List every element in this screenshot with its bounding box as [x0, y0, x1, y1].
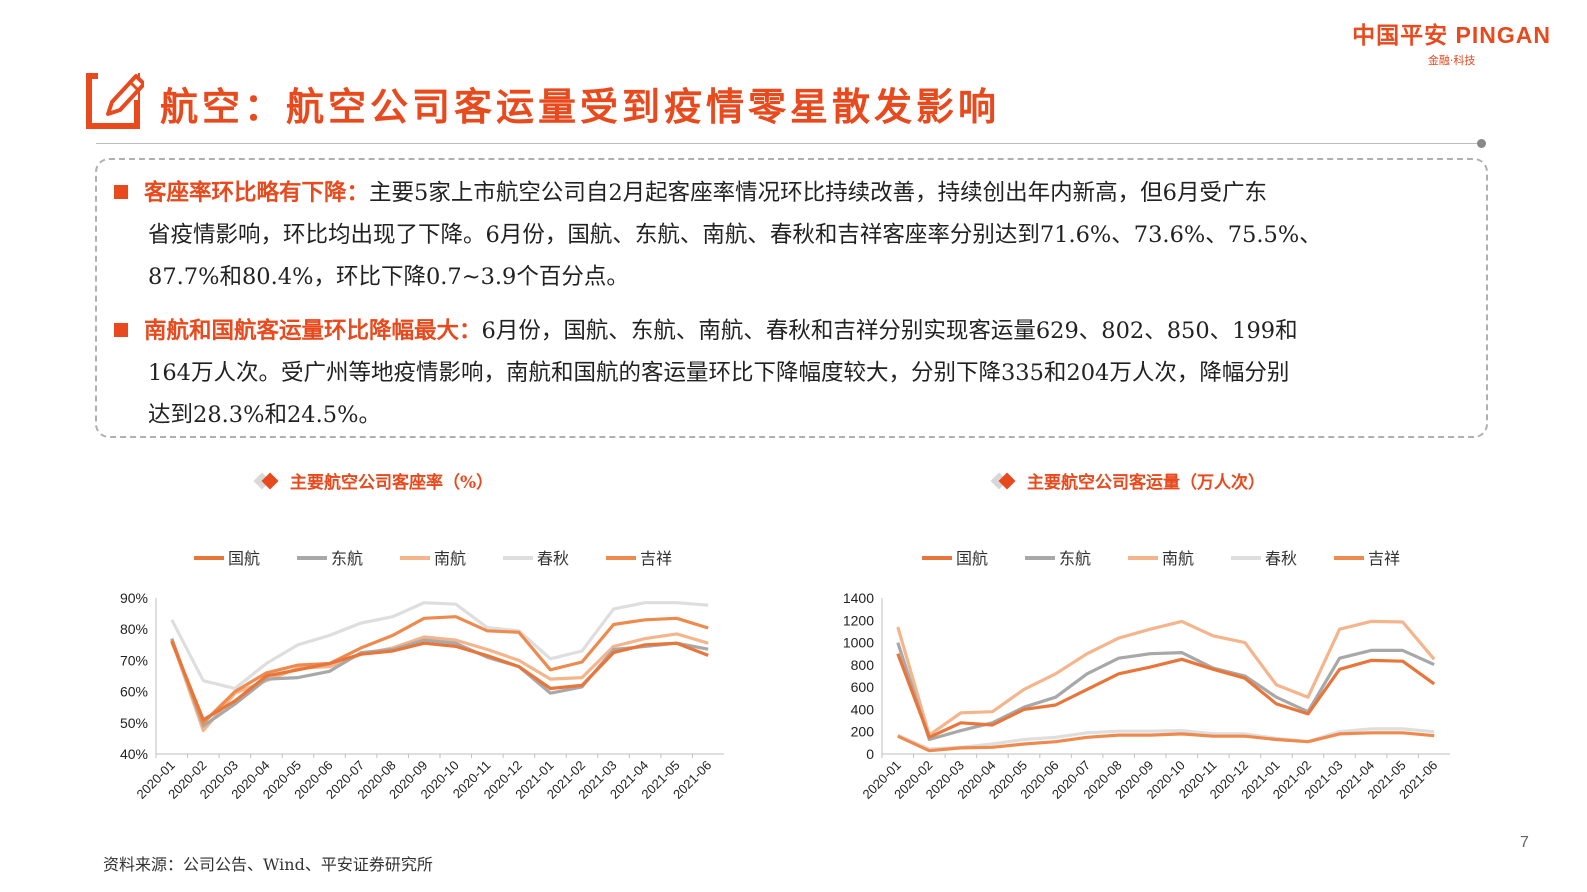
chart-title-load-factor: 主要航空公司客座率（%） — [253, 468, 494, 493]
paragraph-text: 6月份，国航、东航、南航、春秋和吉祥分别实现客运量629、802、850、199… — [481, 318, 1298, 344]
bullet-square-icon — [114, 323, 128, 337]
paragraph-text: 达到28.3%和24.5%。 — [148, 402, 381, 428]
legend-label: 吉祥 — [1368, 549, 1400, 568]
legend-label: 南航 — [1162, 549, 1194, 568]
y-tick-label: 90% — [120, 590, 148, 606]
y-tick-label: 70% — [120, 652, 148, 668]
series-line-春秋 — [170, 601, 709, 691]
chart-title-passenger-volume: 主要航空公司客运量（万人次） — [990, 468, 1265, 493]
paragraph-text: 87.7%和80.4%，环比下降0.7~3.9个百分点。 — [148, 264, 629, 290]
paragraph-load-factor: 客座率环比略有下降：主要5家上市航空公司自2月起客座率情况环比持续改善，持续创出… — [114, 172, 1478, 298]
legend-label: 春秋 — [1265, 549, 1297, 568]
legend-label: 国航 — [956, 549, 988, 568]
y-tick-label: 1000 — [843, 635, 874, 651]
page-title: 航空：航空公司客运量受到疫情零星散发影响 — [160, 84, 1001, 129]
divider-dot — [1477, 139, 1486, 148]
chart-title-text: 主要航空公司客运量（万人次） — [1027, 473, 1265, 493]
load-factor-chart: 国航 东航 南航 春秋 吉祥40%50%60%70%80%90%2020-012020-… — [120, 549, 724, 802]
legend-label: 南航 — [434, 549, 466, 568]
company-logo: 中国平安 PINGAN 金融·科技 — [1352, 16, 1551, 68]
y-tick-label: 400 — [851, 701, 875, 717]
paragraph-text: 164万人次。受广州等地疫情影响，南航和国航的客运量环比下降幅度较大，分别下降3… — [148, 360, 1290, 386]
y-tick-label: 1400 — [843, 590, 874, 606]
page-number: 7 — [1520, 834, 1529, 851]
legend-label: 国航 — [228, 549, 260, 568]
series-line-南航 — [896, 619, 1436, 737]
series-line-吉祥 — [897, 731, 1435, 753]
legend-label: 吉祥 — [640, 549, 672, 568]
legend-label: 春秋 — [537, 549, 569, 568]
paragraph-heading: 客座率环比略有下降： — [144, 180, 370, 206]
series-line-吉祥 — [170, 615, 709, 725]
paragraph-heading: 南航和国航客运量环比降幅最大： — [144, 318, 482, 344]
source-note: 资料来源：公司公告、Wind、平安证券研究所 — [103, 855, 433, 874]
y-tick-label: 800 — [851, 657, 875, 673]
summary-box — [95, 158, 1488, 438]
legend-label: 东航 — [1059, 549, 1091, 568]
series-line-国航 — [170, 641, 709, 722]
passenger-volume-chart: 国航 东航 南航 春秋 吉祥02004006008001000120014002020-… — [843, 549, 1450, 802]
y-tick-label: 50% — [120, 715, 148, 731]
logo-sub-text: 金融·科技 — [1427, 54, 1476, 67]
paragraph-passenger-volume: 南航和国航客运量环比降幅最大：6月份，国航、东航、南航、春秋和吉祥分别实现客运量… — [114, 310, 1478, 436]
paragraph-text: 主要5家上市航空公司自2月起客座率情况环比持续改善，持续创出年内新高，但6月受广… — [369, 180, 1267, 206]
y-tick-label: 1200 — [843, 612, 874, 628]
legend-label: 东航 — [331, 549, 363, 568]
y-tick-label: 0 — [866, 746, 874, 762]
y-tick-label: 600 — [851, 679, 875, 695]
y-tick-label: 200 — [851, 724, 875, 740]
series-line-春秋 — [897, 727, 1435, 751]
chart-title-text: 主要航空公司客座率（%） — [290, 473, 494, 493]
title-divider — [96, 143, 1479, 144]
logo-main-text: 中国平安 PINGAN — [1352, 22, 1551, 48]
series-line-国航 — [896, 653, 1436, 739]
y-tick-label: 60% — [120, 684, 148, 700]
bullet-square-icon — [114, 185, 128, 199]
paragraph-text: 省疫情影响，环比均出现了下降。6月份，国航、东航、南航、春秋和吉祥客座率分别达到… — [148, 222, 1322, 248]
pencil-note-icon — [86, 70, 144, 129]
series-line-东航 — [170, 638, 709, 728]
y-tick-label: 40% — [120, 746, 148, 762]
y-tick-label: 80% — [120, 621, 148, 637]
